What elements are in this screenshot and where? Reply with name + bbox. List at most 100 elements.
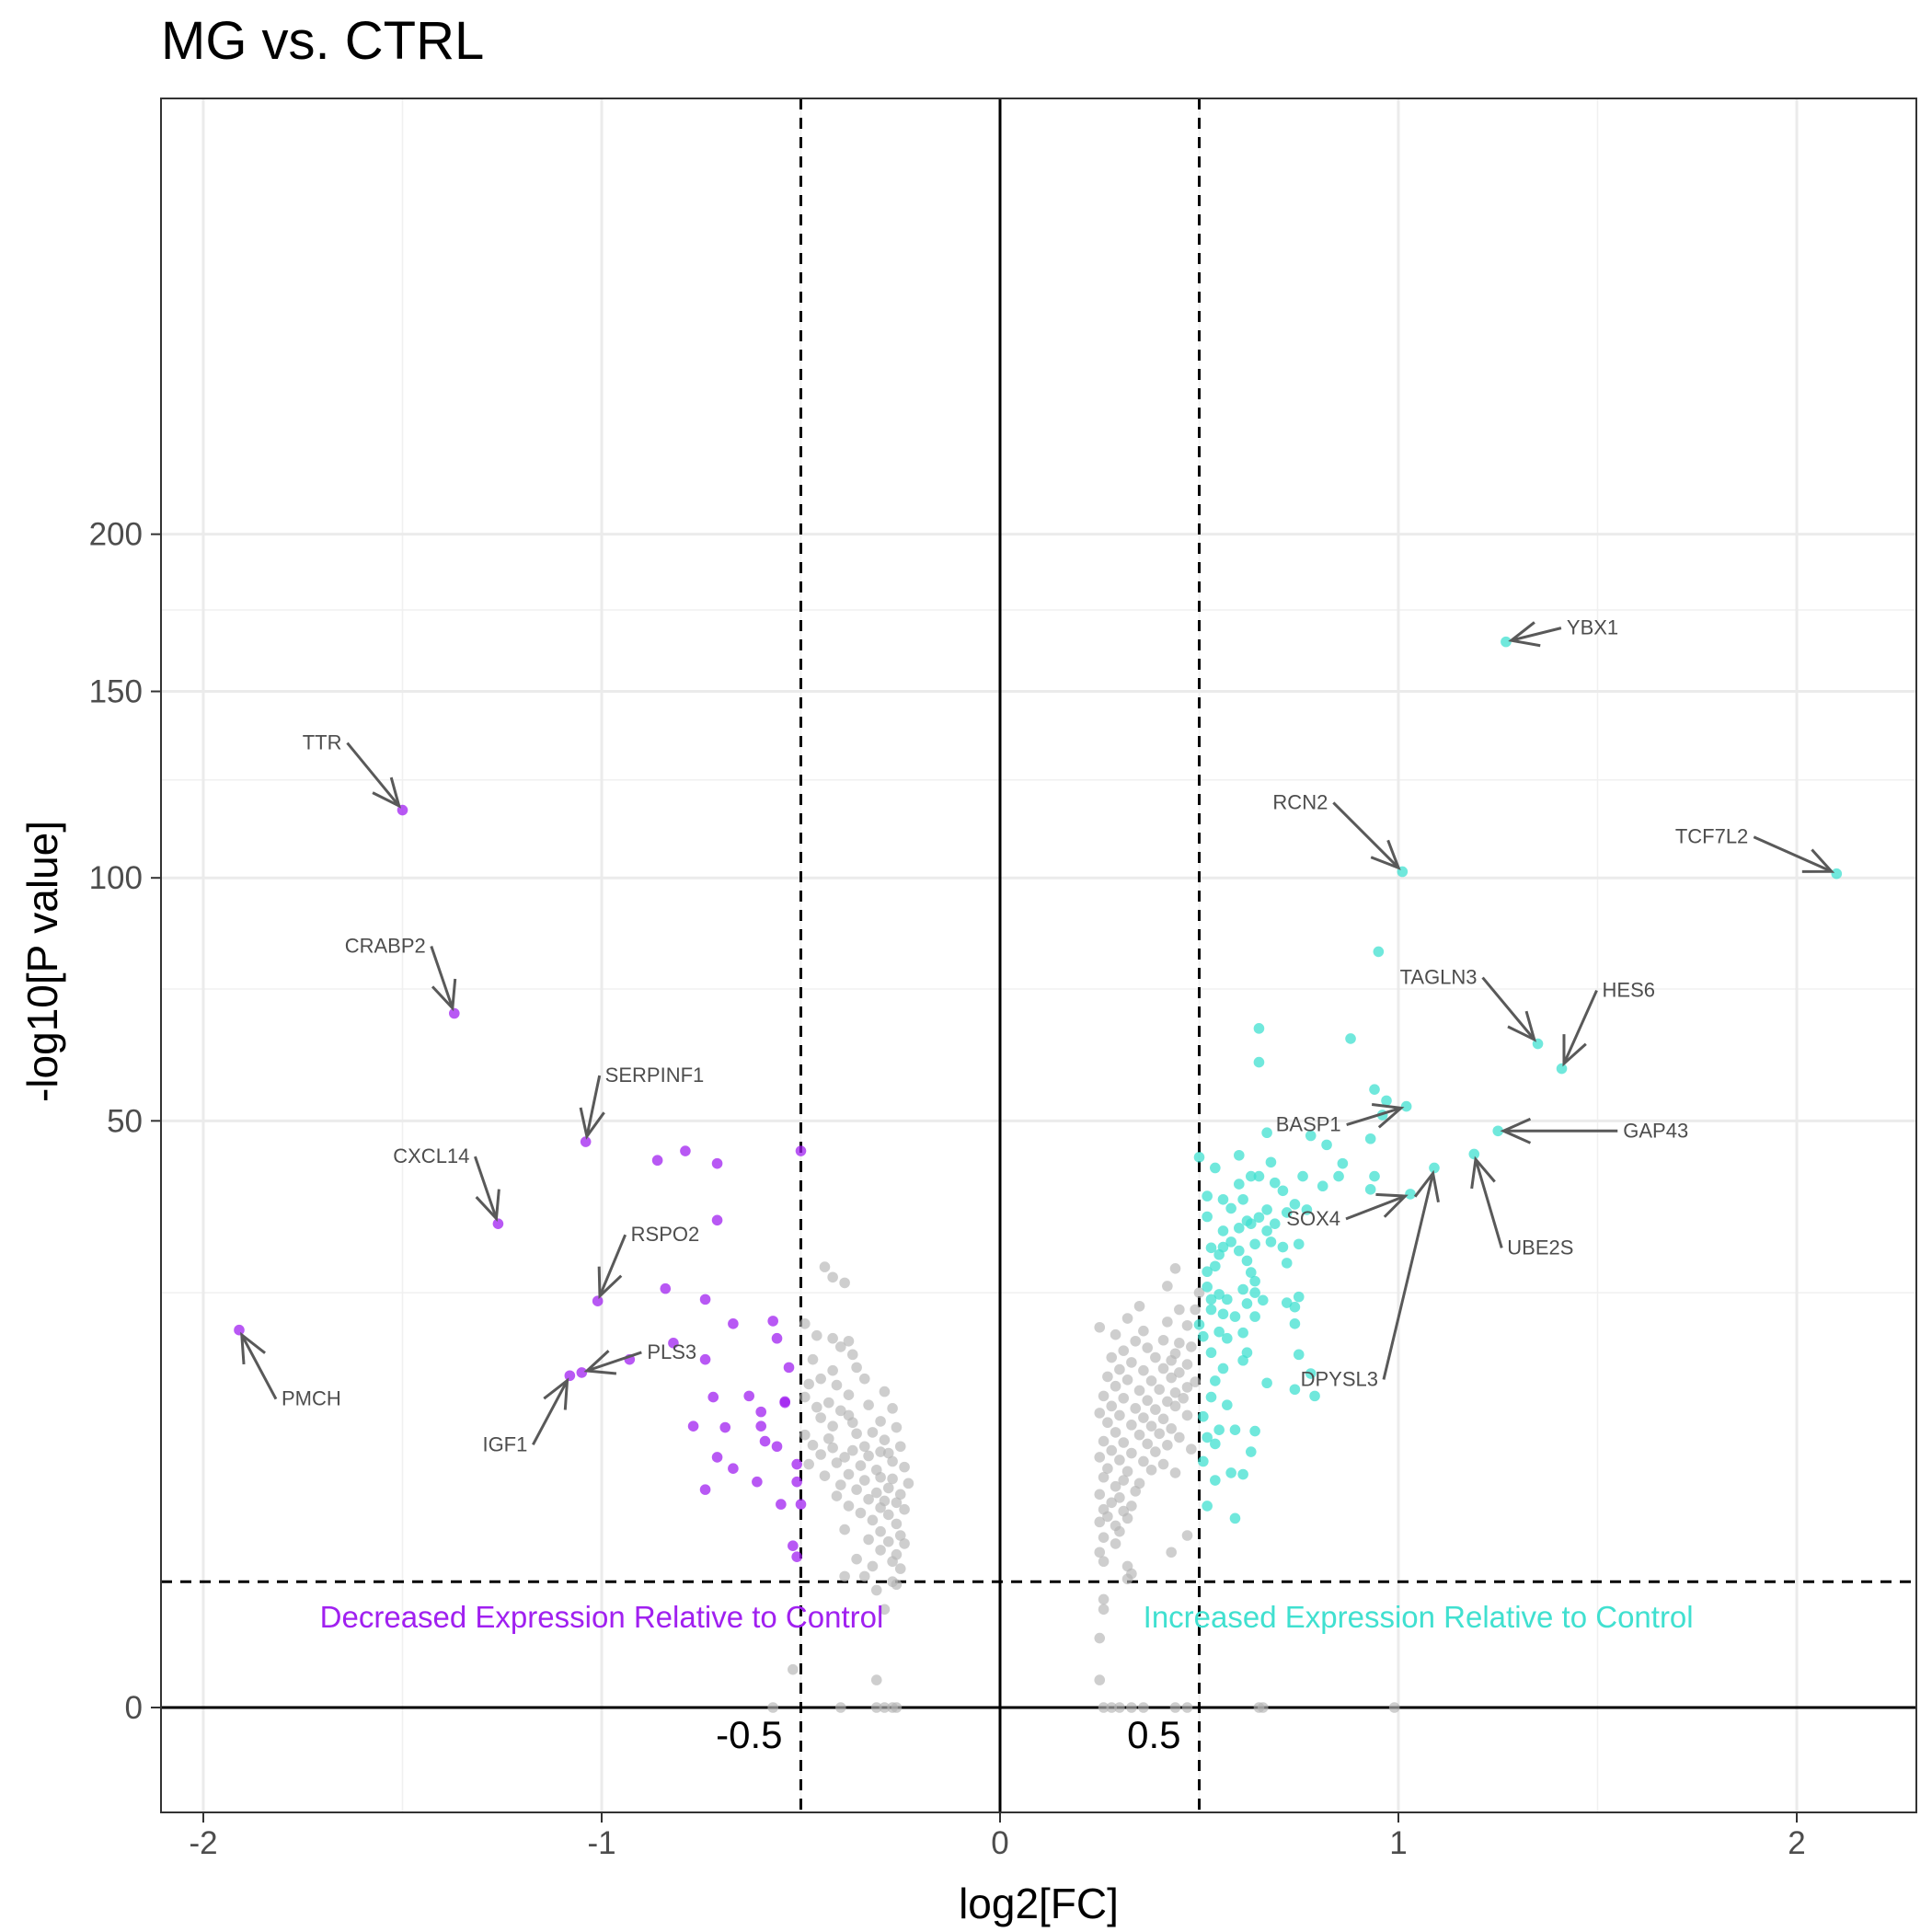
- point-down: [680, 1145, 691, 1156]
- point-up: [1269, 1218, 1281, 1229]
- point-ns: [815, 1373, 826, 1385]
- point-ns: [1162, 1440, 1173, 1451]
- gene-label-sox4: SOX4: [1286, 1207, 1340, 1230]
- point-ns: [767, 1702, 778, 1713]
- point-up: [1405, 1189, 1416, 1200]
- point-ns: [1098, 1435, 1110, 1447]
- point-up: [1289, 1318, 1301, 1329]
- point-ns: [1126, 1420, 1137, 1431]
- point-ns: [851, 1362, 862, 1374]
- point-ns: [1094, 1408, 1106, 1419]
- point-ns: [788, 1663, 799, 1675]
- point-ns: [827, 1364, 838, 1376]
- point-up: [1249, 1275, 1260, 1287]
- chart-title: MG vs. CTRL: [161, 11, 484, 71]
- point-down: [795, 1145, 807, 1156]
- point-ns: [835, 1341, 846, 1352]
- annotation-arrow: [1345, 1194, 1406, 1221]
- point-up: [1831, 868, 1843, 880]
- gene-label-hes6: HES6: [1603, 979, 1655, 1002]
- gene-label-ube2s: UBE2S: [1507, 1236, 1573, 1259]
- point-ns: [851, 1484, 862, 1495]
- annotation-arrow: [586, 1351, 642, 1373]
- point-ns: [1142, 1395, 1154, 1407]
- point-up: [1265, 1236, 1277, 1248]
- point-ns: [1162, 1281, 1173, 1292]
- point-up: [1205, 1391, 1217, 1403]
- point-ns: [882, 1482, 894, 1494]
- point-ns: [1114, 1409, 1125, 1421]
- point-ns: [819, 1261, 831, 1272]
- threshold-lines: -0.5 0.5: [161, 98, 1916, 1812]
- annotation-arrowhead: [1500, 1117, 1532, 1144]
- point-down: [728, 1318, 739, 1329]
- point-ns: [1094, 1321, 1106, 1333]
- point-ns: [843, 1468, 855, 1480]
- x-tick-label: -1: [587, 1825, 615, 1861]
- point-ns: [1145, 1375, 1157, 1386]
- point-up: [1237, 1354, 1248, 1366]
- annotation-arrowhead: [543, 1377, 569, 1410]
- point-ns: [831, 1457, 843, 1468]
- point-ns: [846, 1444, 858, 1456]
- point-ns: [870, 1487, 882, 1499]
- point-down: [755, 1420, 766, 1432]
- point-up: [1217, 1363, 1229, 1374]
- point-ns: [1133, 1300, 1145, 1312]
- point-ns: [858, 1475, 870, 1486]
- point-ns: [1098, 1702, 1110, 1713]
- point-up: [1213, 1326, 1225, 1338]
- point-ns: [851, 1428, 862, 1440]
- point-ns: [1257, 1702, 1269, 1713]
- point-ns: [1186, 1341, 1197, 1352]
- point-up: [1205, 1242, 1217, 1254]
- y-tick-label: 200: [89, 517, 143, 553]
- point-ns: [875, 1525, 886, 1537]
- point-ns: [1181, 1409, 1193, 1421]
- point-up: [1237, 1193, 1248, 1205]
- point-ns: [894, 1489, 906, 1501]
- point-up: [1261, 1127, 1272, 1139]
- point-down: [576, 1367, 588, 1378]
- annotation-arrowhead: [431, 978, 457, 1012]
- point-ns: [823, 1397, 834, 1409]
- point-down: [788, 1540, 799, 1552]
- point-ns: [1142, 1438, 1154, 1450]
- point-up: [1198, 1330, 1209, 1342]
- annotation-arrow: [346, 742, 400, 807]
- point-ns: [1094, 1547, 1106, 1558]
- x-axis-title: log2[FC]: [959, 1880, 1119, 1927]
- point-ns: [891, 1497, 903, 1509]
- point-ns: [1388, 1702, 1400, 1713]
- x-tick-label: -2: [189, 1825, 217, 1861]
- gene-label-rcn2: RCN2: [1272, 790, 1328, 813]
- point-up: [1293, 1238, 1305, 1250]
- point-ns: [1174, 1432, 1185, 1443]
- annotation-arrowhead: [475, 1189, 500, 1222]
- y-tick-label: 50: [107, 1103, 143, 1139]
- point-down: [752, 1476, 763, 1488]
- point-ns: [870, 1674, 882, 1685]
- point-down: [699, 1294, 711, 1305]
- point-ns: [879, 1386, 891, 1397]
- point-ns: [1106, 1702, 1118, 1713]
- point-up: [1317, 1180, 1328, 1192]
- gene-label-dpysl3: DPYSL3: [1301, 1367, 1378, 1390]
- point-ns: [863, 1399, 874, 1410]
- point-down: [755, 1406, 766, 1418]
- point-up: [1345, 1033, 1356, 1044]
- fc-threshold-label: 0.5: [1127, 1713, 1180, 1756]
- y-tick-label: 0: [125, 1690, 143, 1726]
- point-ns: [891, 1421, 903, 1433]
- point-ns: [1106, 1497, 1118, 1509]
- point-down: [795, 1499, 807, 1510]
- annotation-arrowhead: [1370, 839, 1401, 870]
- point-up: [1373, 946, 1385, 958]
- point-ns: [1157, 1458, 1169, 1470]
- point-up: [1364, 1184, 1376, 1195]
- point-up: [1301, 1204, 1313, 1215]
- annotation-arrowhead: [1375, 1192, 1409, 1218]
- point-ns: [846, 1349, 858, 1361]
- point-up: [1213, 1289, 1225, 1300]
- point-down: [699, 1484, 711, 1495]
